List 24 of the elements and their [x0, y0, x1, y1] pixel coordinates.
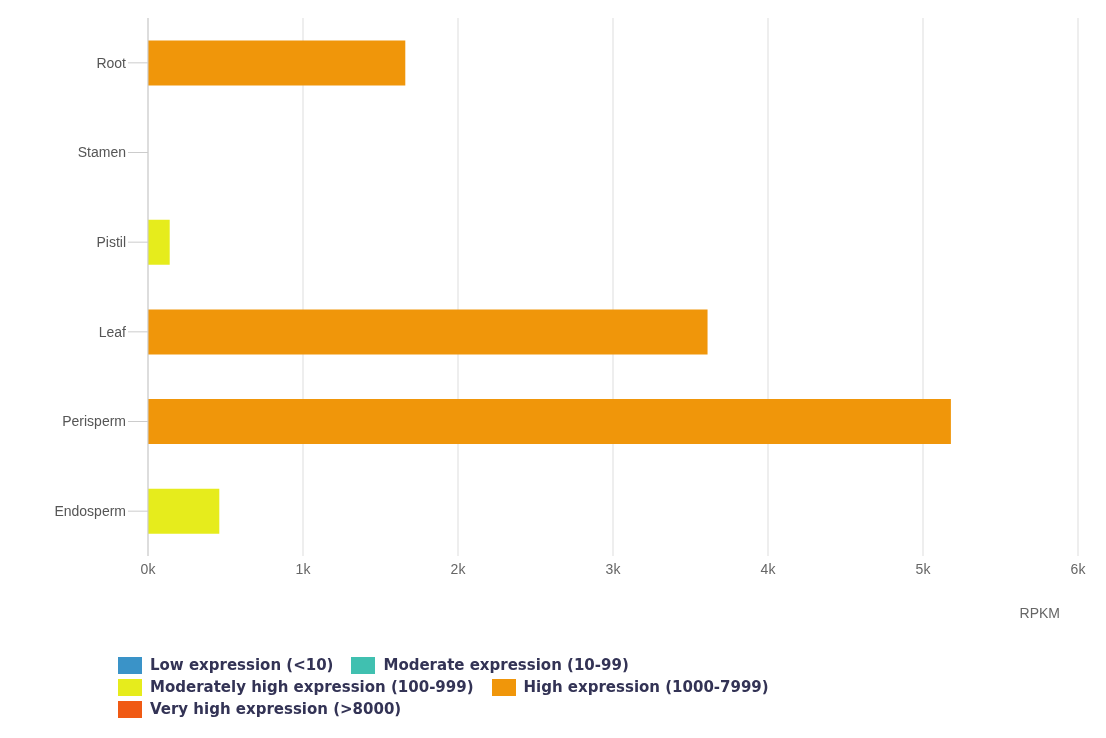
x-tick-label: 1k: [295, 560, 312, 577]
legend-label: High expression (1000-7999): [523, 678, 769, 696]
bar: [148, 488, 220, 534]
legend-label: Very high expression (>8000): [150, 700, 402, 718]
legend-label: Low expression (<10): [150, 656, 334, 674]
x-tick-label: 6k: [1070, 560, 1087, 577]
y-tick-label: Root: [96, 54, 127, 71]
x-tick-label: 4k: [760, 560, 777, 577]
y-tick-label: Stamen: [77, 144, 126, 161]
bar: [148, 40, 406, 86]
x-axis-title: RPKM: [1019, 605, 1060, 621]
legend-label: Moderate expression (10-99): [383, 656, 629, 674]
x-tick-label: 3k: [605, 560, 622, 577]
x-tick-label: 2k: [450, 560, 467, 577]
x-tick-label: 5k: [915, 560, 932, 577]
y-tick-label: Leaf: [98, 323, 127, 340]
bar: [148, 219, 170, 265]
legend-label: Moderately high expression (100-999): [150, 678, 474, 696]
y-tick-label: Pistil: [96, 234, 126, 251]
y-tick-label: Perisperm: [62, 413, 126, 430]
bar: [148, 399, 951, 445]
bar: [148, 309, 708, 355]
y-tick-label: Endosperm: [54, 503, 126, 520]
x-tick-label: 0k: [140, 560, 157, 577]
